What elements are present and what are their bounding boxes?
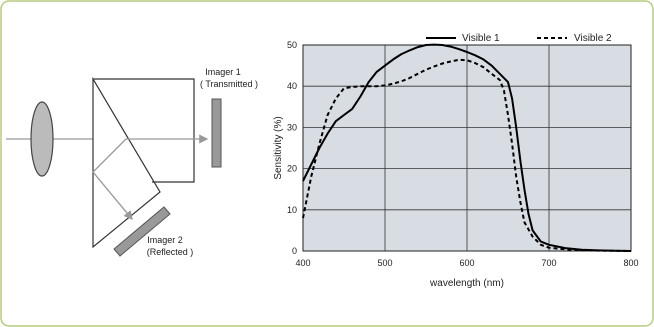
x-tick-label: 700 (541, 258, 556, 268)
imager-2-sublabel: (Reflected ) (147, 247, 194, 257)
x-tick-label: 800 (623, 258, 638, 268)
y-tick-label: 10 (287, 205, 297, 215)
legend-label-2: Visible 2 (574, 33, 612, 44)
legend-label-1: Visible 1 (462, 33, 500, 44)
x-axis-label: wavelength (nm) (429, 278, 504, 289)
y-tick-label: 20 (287, 164, 297, 174)
imager-1-sensor (212, 99, 221, 167)
x-tick-label: 600 (459, 258, 474, 268)
x-tick-label: 500 (377, 258, 392, 268)
y-tick-label: 40 (287, 81, 297, 91)
y-tick-label: 50 (287, 40, 297, 50)
imager-1-label: Imager 1 (205, 67, 241, 77)
y-tick-label: 30 (287, 122, 297, 132)
x-tick-label: 400 (295, 258, 310, 268)
y-axis-label: Sensitivity (%) (273, 116, 284, 179)
sensitivity-chart: 400 500 600 700 800 0 10 20 30 40 50 wavelength (n… (273, 33, 639, 289)
lens-icon (31, 102, 53, 176)
imager-2-label: Imager 2 (147, 235, 183, 245)
imager-1-sublabel: ( Transmitted ) (200, 79, 258, 89)
y-tick-label: 0 (292, 246, 297, 256)
